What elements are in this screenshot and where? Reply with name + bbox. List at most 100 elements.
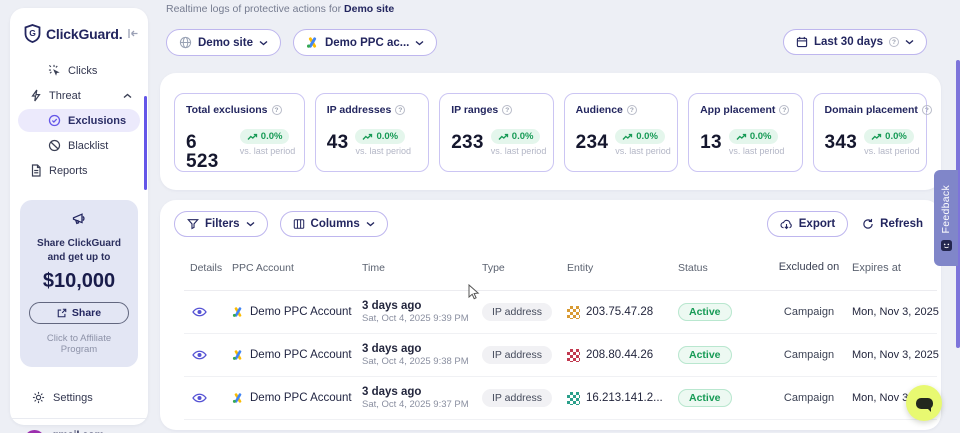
- site-filter-label: Demo site: [198, 36, 253, 49]
- feedback-label: Feedback: [940, 185, 952, 234]
- column-header[interactable]: Excluded on: [778, 260, 840, 273]
- sidebar-item-blacklist[interactable]: Blacklist: [18, 134, 140, 157]
- view-details-eye-icon[interactable]: [190, 348, 209, 362]
- google-ads-icon: [232, 392, 244, 404]
- delta-value: 0.0%: [749, 131, 772, 142]
- account-switcher[interactable]: NA gmail.com naatali.ro@gmail.com: [10, 419, 148, 433]
- filters-dropdown[interactable]: Filters: [174, 211, 268, 237]
- help-icon[interactable]: [271, 105, 282, 115]
- help-icon[interactable]: [921, 105, 932, 115]
- trend-badge: 0.0%: [355, 129, 406, 144]
- stat-value: 343: [824, 132, 858, 153]
- table-row[interactable]: Demo PPC Account 3 days ago Sat, Oct 4, 2…: [184, 334, 939, 377]
- column-header[interactable]: Time: [362, 261, 385, 274]
- time-exact: Sat, Oct 4, 2025 9:38 PM: [362, 356, 469, 367]
- page-subtitle: Realtime logs of protective actions for …: [166, 3, 394, 15]
- stat-label: IP addresses: [326, 104, 392, 116]
- trend-up-icon: [736, 133, 746, 140]
- logo-row: G ClickGuard.: [10, 8, 148, 55]
- stat-label: Domain placement: [824, 104, 918, 116]
- stat-value: 233: [451, 132, 484, 153]
- table-toolbar: Filters Columns Export Refresh: [160, 200, 941, 245]
- subtitle-site-name: Demo site: [344, 3, 395, 15]
- trend-up-icon: [622, 133, 633, 140]
- type-badge: IP address: [482, 389, 553, 407]
- trend-up-icon: [871, 133, 882, 140]
- column-header[interactable]: Status: [678, 261, 708, 274]
- delta-value: 0.0%: [511, 131, 534, 142]
- chat-bubble-icon: [915, 397, 933, 412]
- page-scrollbar[interactable]: [956, 60, 960, 348]
- share-button[interactable]: Share: [29, 302, 129, 324]
- sidebar-item-label: Clicks: [68, 64, 98, 77]
- sidebar-item-clicks[interactable]: Clicks: [18, 59, 140, 82]
- delta-period: vs. last period: [490, 146, 547, 156]
- svg-text:G: G: [29, 28, 36, 38]
- chat-widget-button[interactable]: [906, 385, 942, 421]
- share-button-label: Share: [71, 307, 102, 319]
- delta-period: vs. last period: [355, 146, 411, 156]
- ip-identicon: [567, 391, 580, 405]
- avatar: NA: [24, 429, 45, 433]
- view-details-eye-icon[interactable]: [190, 305, 209, 319]
- help-icon[interactable]: [626, 105, 637, 115]
- trend-badge: 0.0%: [490, 129, 541, 144]
- ppc-account-filter-dropdown[interactable]: Demo PPC ac...: [292, 29, 438, 56]
- calendar-icon: [796, 36, 808, 48]
- column-header[interactable]: PPC Account: [232, 261, 294, 274]
- date-range-dropdown[interactable]: Last 30 days: [782, 29, 927, 55]
- google-ads-icon: [306, 36, 319, 49]
- entity-value: 208.80.44.26: [586, 349, 654, 361]
- view-details-eye-icon[interactable]: [190, 391, 209, 405]
- export-button[interactable]: Export: [766, 211, 849, 237]
- sidebar-item-threat[interactable]: Threat: [18, 84, 140, 107]
- status-badge: Active: [678, 346, 732, 364]
- delta-period: vs. last period: [728, 146, 785, 156]
- column-header[interactable]: Details: [190, 261, 223, 274]
- sidebar-item-settings[interactable]: Settings: [18, 385, 140, 410]
- refresh-icon: [862, 218, 874, 230]
- help-icon[interactable]: [502, 105, 513, 115]
- column-header[interactable]: Type: [482, 261, 505, 274]
- sidebar-item-exclusions[interactable]: Exclusions: [18, 109, 140, 132]
- chevron-down-icon: [366, 221, 375, 227]
- type-badge: IP address: [482, 303, 553, 321]
- delta-value: 0.0%: [376, 131, 399, 142]
- entity-value: 16.213.141.2...: [586, 392, 663, 404]
- collapse-sidebar-icon[interactable]: [127, 28, 139, 39]
- column-header[interactable]: Entity: [567, 261, 594, 274]
- delta-value: 0.0%: [885, 131, 907, 142]
- help-icon[interactable]: [779, 105, 790, 115]
- table-row[interactable]: 3 days ago: [184, 420, 937, 430]
- column-header[interactable]: Expires at: [852, 261, 901, 274]
- help-icon[interactable]: [889, 37, 899, 47]
- affiliate-promo-card[interactable]: Share ClickGuard and get up to $10,000 S…: [20, 200, 138, 367]
- trend-badge: 0.0%: [728, 129, 779, 144]
- stat-label: Audience: [575, 104, 623, 116]
- divider: [10, 418, 148, 419]
- stat-card-ip-addresses: IP addresses 43 0.0% vs. last period: [314, 93, 430, 172]
- refresh-button[interactable]: Refresh: [862, 218, 923, 230]
- filters-label: Filters: [205, 218, 240, 230]
- sidebar-scrollbar[interactable]: [144, 96, 147, 190]
- trend-up-icon: [362, 133, 373, 140]
- entity-value: 203.75.47.28: [586, 306, 654, 318]
- globe-icon: [179, 36, 192, 49]
- promo-footer: Click to Affiliate Program: [46, 333, 112, 355]
- feedback-tab[interactable]: Feedback: [934, 170, 958, 266]
- type-badge: IP address: [482, 346, 553, 364]
- chevron-down-icon: [259, 40, 268, 46]
- trend-badge: 0.0%: [239, 129, 290, 144]
- cloud-download-icon: [780, 219, 793, 230]
- columns-dropdown[interactable]: Columns: [279, 211, 388, 237]
- delta-period: vs. last period: [239, 146, 296, 156]
- delta-value: 0.0%: [260, 131, 283, 142]
- date-filter-wrap: Last 30 days: [782, 29, 927, 55]
- funnel-icon: [187, 218, 199, 230]
- table-row[interactable]: Demo PPC Account 3 days ago Sat, Oct 4, 2…: [184, 291, 939, 334]
- help-icon[interactable]: [395, 105, 406, 115]
- time-relative: 3 days ago: [362, 300, 422, 312]
- sidebar-item-reports[interactable]: Reports: [18, 159, 140, 182]
- site-filter-dropdown[interactable]: Demo site: [166, 29, 281, 56]
- table-row[interactable]: Demo PPC Account 3 days ago Sat, Oct 4, 2…: [184, 377, 939, 420]
